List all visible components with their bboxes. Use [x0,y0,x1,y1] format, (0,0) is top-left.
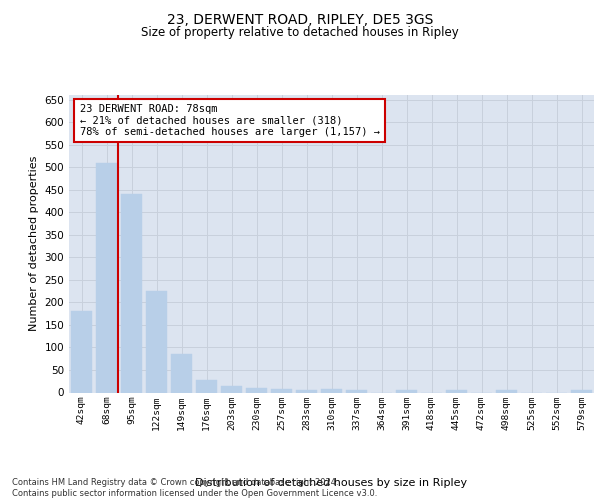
Bar [121,194,142,392]
Bar [71,312,92,392]
Text: 23, DERWENT ROAD, RIPLEY, DE5 3GS: 23, DERWENT ROAD, RIPLEY, DE5 3GS [167,12,433,26]
Bar [346,390,367,392]
Bar [396,390,417,392]
X-axis label: Distribution of detached houses by size in Ripley: Distribution of detached houses by size … [196,478,467,488]
Y-axis label: Number of detached properties: Number of detached properties [29,156,39,332]
Bar [96,162,117,392]
Text: Size of property relative to detached houses in Ripley: Size of property relative to detached ho… [141,26,459,39]
Bar [146,291,167,392]
Bar [246,388,267,392]
Bar [296,390,317,392]
Bar [271,390,292,392]
Bar [171,354,192,393]
Text: Contains HM Land Registry data © Crown copyright and database right 2024.
Contai: Contains HM Land Registry data © Crown c… [12,478,377,498]
Bar [496,390,517,392]
Bar [446,390,467,392]
Text: 23 DERWENT ROAD: 78sqm
← 21% of detached houses are smaller (318)
78% of semi-de: 23 DERWENT ROAD: 78sqm ← 21% of detached… [79,104,380,137]
Bar [571,390,592,392]
Bar [221,386,242,392]
Bar [196,380,217,392]
Bar [321,390,342,392]
